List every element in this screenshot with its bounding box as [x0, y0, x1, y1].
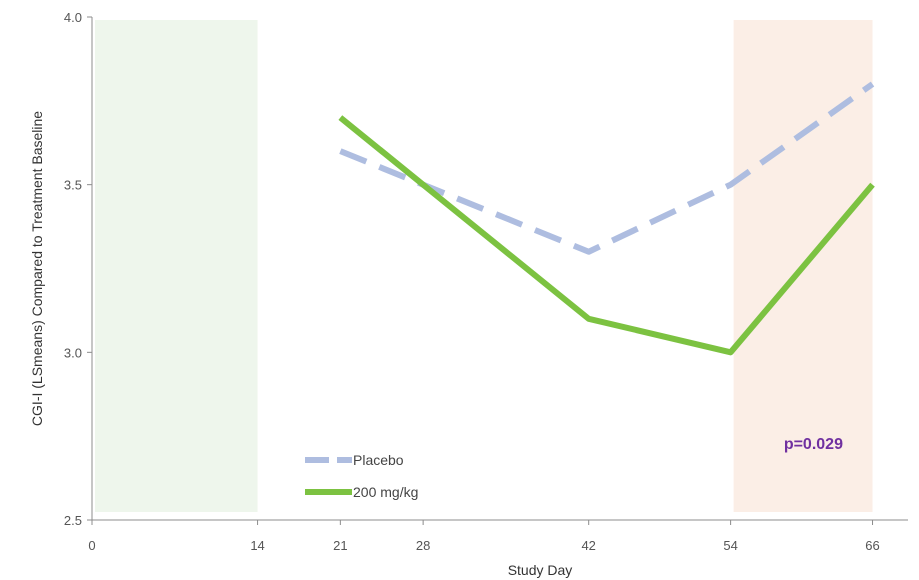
x-tick-label: 42 — [581, 538, 595, 553]
x-tick-label: 14 — [250, 538, 264, 553]
x-tick-label: 66 — [865, 538, 879, 553]
x-tick-label: 54 — [723, 538, 737, 553]
x-tick-label: 21 — [333, 538, 347, 553]
axes: 2.5 3.0 3.5 4.0 0 14 21 28 42 54 66 Study Day CGI-I … — [29, 10, 908, 578]
shaded-regions — [95, 20, 873, 512]
y-tick-label: 3.5 — [64, 178, 82, 193]
y-tick-label: 3.0 — [64, 345, 82, 360]
annotations: p=0.029 — [784, 436, 843, 453]
legend: Placebo 200 mg/kg — [305, 452, 418, 500]
x-tick-label: 0 — [88, 538, 95, 553]
y-tick-label: 2.5 — [64, 513, 82, 528]
x-tick-label: 28 — [416, 538, 430, 553]
x-axis-title: Study Day — [508, 562, 573, 578]
y-tick-label: 4.0 — [64, 10, 82, 25]
y-axis-title: CGI-I (LSmeans) Compared to Treatment Ba… — [29, 111, 45, 426]
legend-label-1: 200 mg/kg — [353, 484, 418, 500]
legend-label-0: Placebo — [353, 452, 404, 468]
shaded-region-0 — [95, 20, 258, 512]
annotation-0: p=0.029 — [784, 436, 843, 453]
series-lines — [338, 81, 875, 356]
